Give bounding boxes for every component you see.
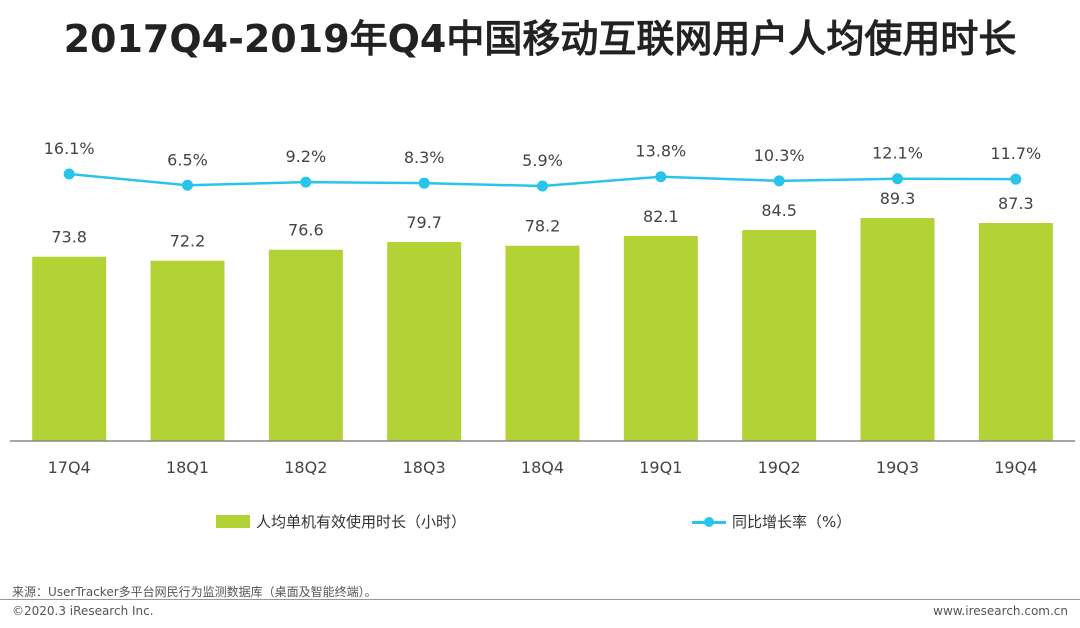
bar-18Q3: [387, 241, 462, 441]
bar-label-18Q2: 76.6: [288, 221, 324, 240]
x-tick-19Q4: 19Q4: [994, 458, 1037, 477]
line-label-18Q1: 6.5%: [167, 150, 208, 169]
chart-title: 2017Q4-2019年Q4中国移动互联网用户人均使用时长: [63, 17, 1017, 61]
line-label-17Q4: 16.1%: [44, 139, 95, 158]
line-label-18Q3: 8.3%: [404, 148, 445, 167]
x-tick-18Q4: 18Q4: [521, 458, 564, 477]
line-point-19Q2: [773, 175, 785, 187]
bar-label-18Q3: 79.7: [406, 213, 442, 232]
legend-label-bar: 人均单机有效使用时长（小时）: [256, 513, 467, 531]
bar-label-19Q4: 87.3: [998, 194, 1034, 213]
line-point-17Q4: [63, 168, 75, 180]
bar-label-18Q1: 72.2: [170, 232, 206, 251]
source-note: 来源：UserTracker多平台网民行为监测数据库（桌面及智能终端）。: [12, 585, 377, 599]
bar-label-17Q4: 73.8: [51, 228, 87, 247]
bar-label-18Q4: 78.2: [525, 217, 561, 236]
bar-17Q4: [32, 256, 107, 441]
line-point-18Q2: [300, 176, 312, 188]
line-label-19Q1: 13.8%: [635, 142, 686, 161]
bar-19Q3: [860, 218, 935, 441]
copyright-text: ©2020.3 iResearch Inc.: [12, 604, 154, 618]
line-label-18Q2: 9.2%: [286, 147, 327, 166]
legend-swatch-bar: [216, 515, 250, 528]
line-point-18Q4: [537, 180, 548, 192]
line-point-18Q1: [182, 179, 193, 191]
legend-item-bar: 人均单机有效使用时长（小时）: [216, 511, 466, 532]
bar-18Q1: [150, 260, 225, 441]
bar-18Q2: [268, 249, 343, 441]
x-tick-19Q1: 19Q1: [639, 458, 682, 477]
bar-19Q1: [623, 235, 698, 441]
x-tick-18Q3: 18Q3: [403, 458, 446, 477]
line-label-19Q4: 11.7%: [990, 144, 1041, 163]
x-tick-19Q3: 19Q3: [876, 458, 919, 477]
line-label-18Q4: 5.9%: [522, 151, 563, 170]
line-point-19Q4: [1010, 173, 1022, 185]
chart-canvas: 73.8 17Q4 72.2 18Q1 76.6 18Q2 79.7 18Q3 78.2 18Q4…: [10, 139, 1075, 477]
x-tick-18Q1: 18Q1: [166, 458, 209, 477]
line-point-19Q3: [892, 173, 903, 185]
x-tick-18Q2: 18Q2: [284, 458, 327, 477]
line-point-18Q3: [418, 177, 430, 189]
bar-18Q4: [505, 245, 580, 441]
legend-swatch-line: [692, 515, 726, 529]
line-label-19Q2: 10.3%: [754, 146, 805, 165]
x-tick-19Q2: 19Q2: [758, 458, 801, 477]
bar-label-19Q2: 84.5: [761, 201, 797, 220]
bar-label-19Q1: 82.1: [643, 207, 679, 226]
footer-divider: [0, 599, 1080, 600]
legend-item-line: 同比增长率（%）: [692, 511, 851, 532]
bar-label-19Q3: 89.3: [880, 189, 916, 208]
x-tick-17Q4: 17Q4: [48, 458, 91, 477]
website-url: www.iresearch.com.cn: [933, 604, 1068, 618]
bar-19Q4: [978, 222, 1053, 441]
legend-label-line: 同比增长率（%）: [732, 513, 852, 531]
line-point-19Q1: [655, 171, 667, 183]
line-label-19Q3: 12.1%: [872, 144, 923, 163]
bar-19Q2: [742, 229, 817, 441]
